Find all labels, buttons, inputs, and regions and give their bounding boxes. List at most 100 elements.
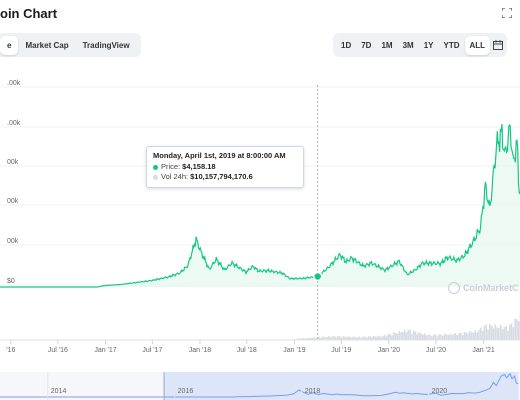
- volume-bar: [432, 334, 435, 340]
- volume-bar: [304, 338, 306, 340]
- volume-bar: [498, 327, 500, 340]
- volume-dot-icon: [153, 174, 158, 180]
- navigator[interactable]: 2014 2016 2018 2020: [0, 372, 520, 400]
- volume-bar: [407, 330, 410, 340]
- volume-bar: [487, 329, 489, 340]
- watermark-text: CoinMarketC: [463, 283, 519, 293]
- volume-bar: [479, 327, 482, 340]
- volume-bar: [452, 334, 455, 340]
- price-tooltip: Monday, April 1st, 2019 at 8:00:00 AM Pr…: [146, 146, 304, 188]
- range-1d-button[interactable]: 1D: [341, 40, 352, 50]
- x-tick-label: Jan '19: [283, 347, 305, 354]
- volume-bars: [10, 313, 520, 340]
- volume-bar: [226, 339, 228, 340]
- coinmarketcap-logo-icon: [448, 282, 460, 294]
- volume-bar: [25, 339, 27, 340]
- volume-bar: [470, 332, 473, 340]
- range-3m-button[interactable]: 3M: [402, 40, 414, 50]
- volume-bar: [445, 334, 448, 340]
- volume-bar: [514, 318, 516, 340]
- volume-bar: [345, 337, 348, 340]
- navigator-line: [0, 372, 519, 398]
- volume-bar: [295, 339, 297, 340]
- tab-tradingview[interactable]: TradingView: [82, 40, 130, 50]
- range-tabs: 1D 7D 1M 3M 1Y YTD ALL: [333, 33, 508, 57]
- volume-bar: [141, 339, 143, 340]
- volume-bar: [34, 339, 36, 340]
- volume-bar: [353, 336, 355, 340]
- x-tick-label: Jul '20: [426, 347, 446, 354]
- range-1y-button[interactable]: 1Y: [423, 40, 434, 50]
- volume-bar: [369, 336, 372, 340]
- volume-bar: [291, 339, 294, 340]
- volume-bar: [396, 333, 399, 340]
- volume-bar: [172, 339, 174, 340]
- volume-bar: [454, 333, 457, 340]
- volume-bar: [104, 339, 107, 340]
- volume-bar: [380, 336, 382, 340]
- volume-bar: [28, 339, 31, 340]
- volume-bar: [434, 334, 437, 340]
- volume-bar: [74, 339, 76, 340]
- volume-bar: [411, 333, 413, 340]
- volume-bar: [427, 335, 430, 340]
- volume-bar: [79, 339, 82, 340]
- volume-bar: [510, 323, 513, 340]
- volume-bar: [45, 339, 47, 340]
- volume-bar: [200, 339, 203, 340]
- volume-bar: [121, 339, 123, 340]
- volume-bar: [342, 336, 344, 340]
- volume-bar: [231, 339, 234, 340]
- volume-bar: [391, 335, 393, 340]
- tab-price[interactable]: e: [0, 35, 19, 55]
- volume-bar: [197, 339, 199, 340]
- volume-bar: [458, 333, 460, 340]
- volume-bar: [436, 336, 439, 340]
- volume-bar: [313, 337, 315, 340]
- volume-bar: [54, 339, 56, 340]
- volume-bar: [494, 324, 497, 340]
- volume-bar: [351, 337, 353, 340]
- volume-bar: [356, 337, 359, 340]
- range-1m-button[interactable]: 1M: [381, 40, 393, 50]
- volume-bar: [166, 339, 169, 340]
- volume-bar: [362, 336, 364, 340]
- volume-bar: [70, 339, 73, 340]
- volume-bar: [215, 339, 218, 340]
- navigator-selection: [164, 372, 519, 400]
- volume-bar: [512, 327, 515, 340]
- y-tick-label: .00k: [7, 120, 21, 127]
- calendar-icon[interactable]: [492, 39, 504, 51]
- volume-bar: [266, 339, 268, 340]
- x-tick-label: Jul '19: [331, 347, 351, 354]
- chart-type-tabs: e Market Cap TradingView: [0, 33, 141, 57]
- price-series-line: [0, 123, 520, 288]
- volume-bar: [440, 334, 442, 340]
- navigator-tick-label: 2018: [305, 388, 321, 395]
- tab-market-cap[interactable]: Market Cap: [25, 40, 69, 50]
- tooltip-price-row: Price: $4,158.18: [153, 162, 297, 172]
- volume-bar: [246, 339, 248, 340]
- range-ytd-button[interactable]: YTD: [443, 40, 460, 50]
- volume-bar: [465, 332, 468, 340]
- x-tick-label: Jan '18: [189, 347, 211, 354]
- volume-bar: [499, 325, 502, 340]
- range-7d-button[interactable]: 7D: [361, 40, 372, 50]
- volume-bar: [344, 336, 346, 340]
- volume-bar: [492, 328, 495, 340]
- volume-bar: [431, 335, 433, 340]
- volume-bar: [503, 327, 506, 340]
- volume-bar: [206, 339, 209, 340]
- volume-bar: [195, 339, 198, 340]
- volume-bar: [373, 335, 375, 340]
- volume-bar: [90, 339, 93, 340]
- tooltip-price-label: Price:: [161, 162, 181, 171]
- volume-bar: [416, 334, 419, 340]
- volume-bar: [423, 333, 426, 340]
- volume-bar: [146, 339, 149, 340]
- volume-bar: [124, 339, 127, 340]
- range-all-button[interactable]: ALL: [464, 35, 491, 55]
- grid-lines: [0, 86, 520, 341]
- volume-bar: [378, 335, 381, 340]
